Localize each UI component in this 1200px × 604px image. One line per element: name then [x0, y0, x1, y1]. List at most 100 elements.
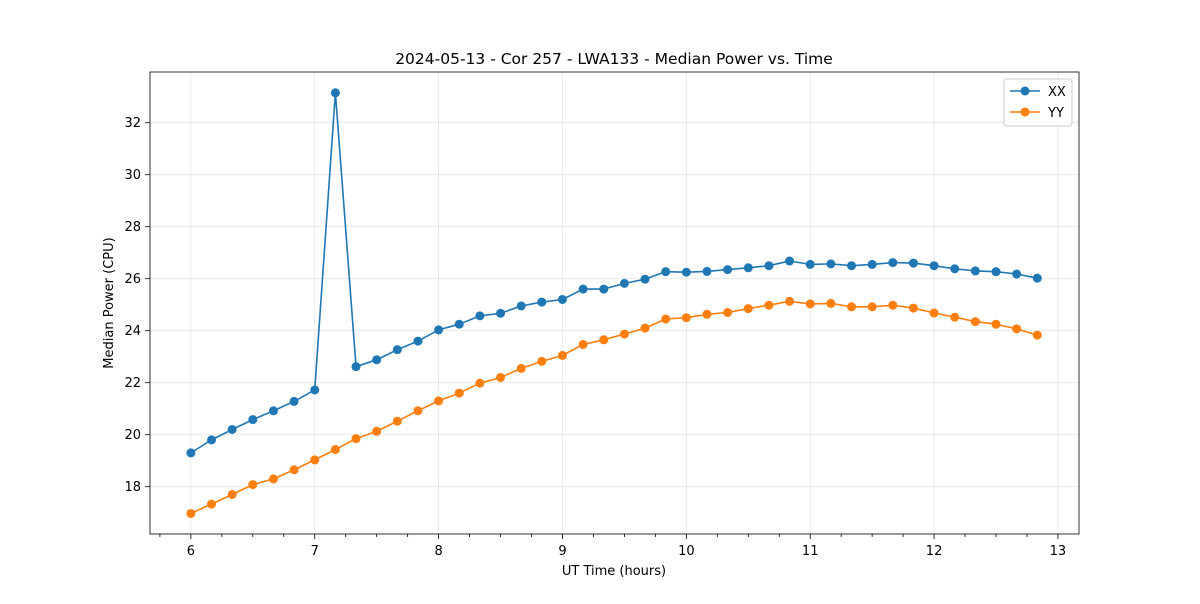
data-point-yy [1032, 330, 1042, 340]
data-point-xx [970, 266, 980, 276]
data-point-xx [1012, 269, 1022, 279]
axis-ticks: 6 7 8 9 10 11 12 13 18 20 22 24 26 28 30 32 [124, 116, 1066, 559]
data-point-xx [950, 264, 960, 274]
y-tick-label: 32 [124, 116, 141, 131]
data-point-xx [413, 336, 423, 346]
data-point-yy [516, 363, 526, 373]
data-point-xx [846, 261, 856, 271]
data-point-xx [330, 88, 340, 98]
data-point-xx [929, 261, 939, 271]
data-point-xx [454, 319, 464, 329]
legend: XX YY [1003, 78, 1073, 127]
data-point-yy [888, 300, 898, 310]
data-point-yy [392, 416, 402, 426]
data-point-yy [908, 303, 918, 313]
data-point-xx [434, 325, 444, 335]
data-point-xx [475, 311, 485, 321]
data-point-yy [454, 388, 464, 398]
data-point-yy [929, 308, 939, 318]
data-point-xx [785, 256, 795, 266]
grid-lines [150, 72, 1079, 534]
data-point-yy [330, 445, 340, 455]
data-point-xx [702, 266, 712, 276]
data-point-yy [186, 508, 196, 518]
x-tick-label: 13 [1050, 544, 1067, 559]
data-point-xx [681, 267, 691, 277]
data-point-yy [702, 309, 712, 319]
series-line-xx [190, 91, 1038, 454]
data-point-xx [207, 435, 217, 445]
data-point-yy [434, 396, 444, 406]
data-point-xx [764, 261, 774, 271]
data-point-yy [826, 298, 836, 308]
x-tick-label: 10 [678, 544, 695, 559]
data-point-xx [805, 259, 815, 269]
data-point-xx [516, 301, 526, 311]
data-point-xx [248, 415, 258, 425]
y-tick-label: 30 [124, 168, 141, 183]
data-point-xx [578, 284, 588, 294]
data-point-yy [248, 480, 258, 490]
y-tick-label: 24 [124, 324, 141, 339]
data-point-xx [186, 448, 196, 458]
data-point-xx [619, 278, 629, 288]
plot-frame [149, 71, 1080, 535]
data-point-yy [846, 302, 856, 312]
data-point-yy [537, 356, 547, 366]
y-tick-label: 28 [124, 220, 141, 235]
data-point-xx [268, 406, 278, 416]
data-point-yy [268, 474, 278, 484]
data-point-yy [991, 319, 1001, 329]
data-point-yy [227, 489, 237, 499]
data-point-yy [661, 314, 671, 324]
data-point-xx [640, 274, 650, 284]
data-point-yy [578, 339, 588, 349]
data-point-xx [537, 297, 547, 307]
data-point-yy [619, 329, 629, 339]
data-point-xx [496, 308, 506, 318]
data-point-yy [867, 302, 877, 312]
data-point-yy [599, 335, 609, 345]
legend-marker-yy [1020, 107, 1030, 117]
x-tick-label: 12 [926, 544, 943, 559]
chart-title: 2024-05-13 - Cor 257 - LWA133 - Median P… [395, 50, 833, 68]
series-line-yy [190, 300, 1038, 515]
data-point-yy [372, 426, 382, 436]
data-point-yy [475, 378, 485, 388]
data-point-xx [867, 259, 877, 269]
data-point-yy [496, 372, 506, 382]
data-point-yy [785, 296, 795, 306]
data-point-yy [351, 434, 361, 444]
data-point-yy [950, 312, 960, 322]
data-point-xx [743, 263, 753, 273]
data-point-xx [599, 284, 609, 294]
data-point-yy [640, 323, 650, 333]
x-tick-label: 11 [802, 544, 819, 559]
data-point-yy [743, 304, 753, 314]
data-point-xx [1032, 273, 1042, 283]
data-point-yy [764, 300, 774, 310]
data-point-yy [681, 313, 691, 323]
series-yy [186, 296, 1042, 518]
data-point-xx [392, 345, 402, 355]
y-tick-label: 26 [124, 272, 141, 287]
data-point-xx [310, 385, 320, 395]
y-tick-label: 20 [124, 428, 141, 443]
data-point-xx [289, 396, 299, 406]
x-axis-label: UT Time (hours) [562, 564, 666, 579]
x-tick-label: 7 [311, 544, 319, 559]
legend-marker-xx [1020, 86, 1030, 96]
y-tick-label: 18 [124, 480, 141, 495]
data-point-xx [351, 362, 361, 372]
data-point-xx [557, 294, 567, 304]
series-xx [186, 88, 1042, 458]
x-tick-label: 9 [558, 544, 566, 559]
data-point-xx [908, 258, 918, 268]
data-point-yy [289, 465, 299, 475]
data-point-xx [991, 267, 1001, 277]
data-series [186, 88, 1042, 518]
y-axis-label: Median Power (CPU) [102, 237, 117, 368]
data-point-yy [805, 299, 815, 309]
